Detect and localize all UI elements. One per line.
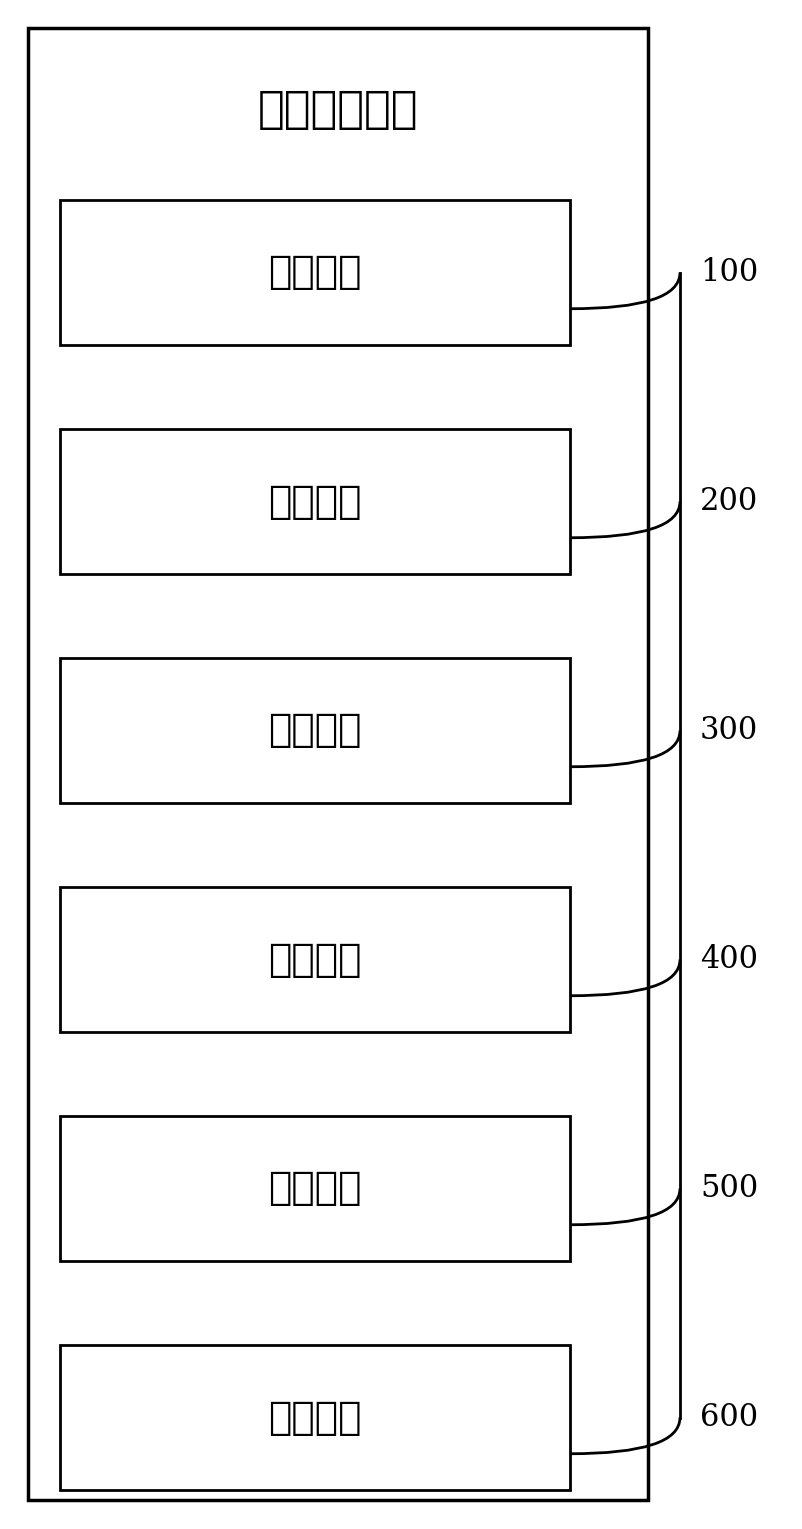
Text: 判断模块: 判断模块	[268, 940, 361, 979]
Text: 300: 300	[699, 716, 757, 746]
Bar	[60, 657, 569, 803]
Bar	[60, 1346, 569, 1489]
Text: 200: 200	[699, 486, 757, 517]
Text: 比较模块: 比较模块	[268, 483, 361, 520]
Bar	[60, 1116, 569, 1261]
Text: 400: 400	[699, 943, 757, 976]
Bar	[60, 887, 569, 1032]
Text: 100: 100	[699, 257, 757, 287]
Text: 处理模块: 处理模块	[268, 1170, 361, 1208]
Bar	[28, 28, 647, 1500]
Text: 500: 500	[699, 1173, 757, 1203]
Bar	[60, 200, 569, 346]
Text: 600: 600	[699, 1402, 757, 1433]
Text: 提示模块: 提示模块	[268, 711, 361, 749]
Text: 采集模块: 采集模块	[268, 254, 361, 292]
Text: 电缆灭火装置: 电缆灭火装置	[257, 89, 418, 131]
Text: 控制模块: 控制模块	[268, 1399, 361, 1437]
Bar	[60, 430, 569, 573]
